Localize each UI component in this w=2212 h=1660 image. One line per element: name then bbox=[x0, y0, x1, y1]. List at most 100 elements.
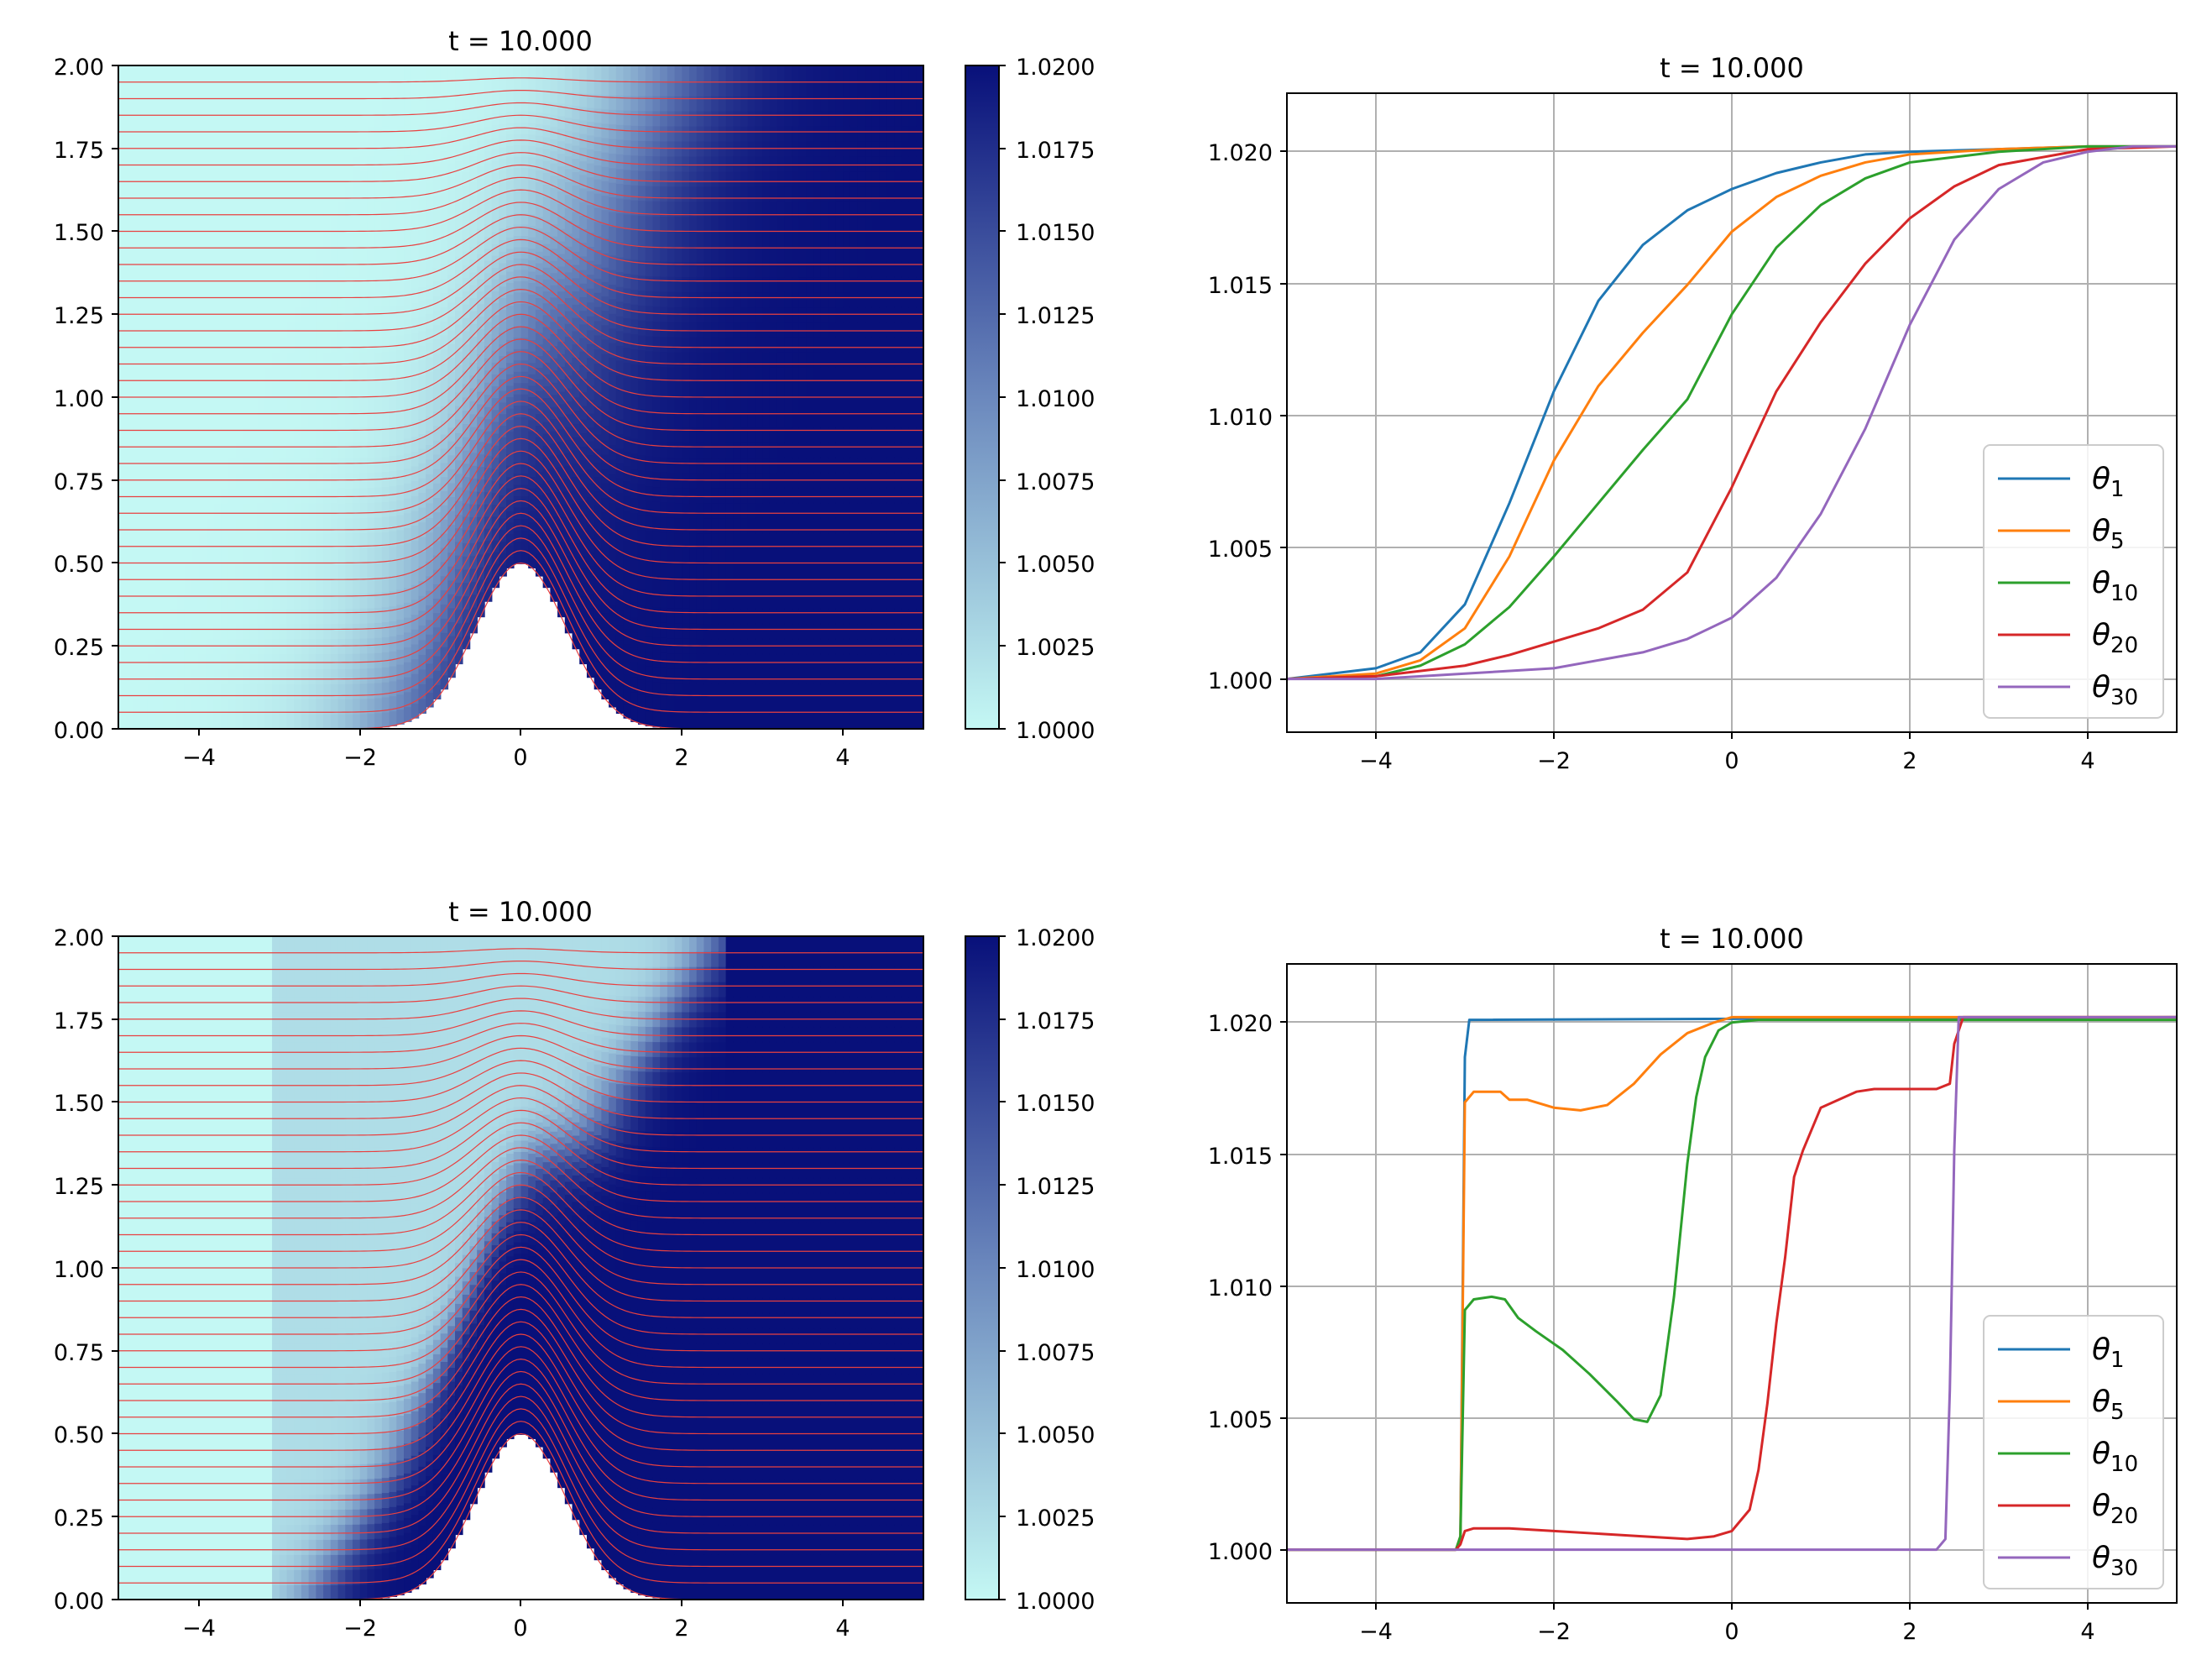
heatmap-cell bbox=[711, 276, 719, 293]
heatmap-cell bbox=[133, 261, 141, 278]
heatmap-cell bbox=[125, 563, 134, 579]
heatmap-cell bbox=[404, 616, 412, 633]
heatmap-cell bbox=[755, 95, 763, 112]
heatmap-cell bbox=[916, 668, 924, 684]
heatmap-cell bbox=[916, 411, 924, 428]
heatmap-cell bbox=[499, 134, 507, 148]
heatmap-cell bbox=[667, 532, 676, 548]
heatmap-cell bbox=[894, 442, 902, 458]
heatmap-cell bbox=[645, 110, 654, 127]
heatmap-cell bbox=[426, 327, 434, 343]
heatmap-cell bbox=[542, 113, 552, 126]
heatmap-cell bbox=[623, 599, 632, 615]
heatmap-cell bbox=[469, 374, 478, 389]
heatmap-cell bbox=[660, 95, 668, 112]
heatmap-cell bbox=[755, 397, 763, 413]
heatmap-cell bbox=[711, 337, 719, 353]
heatmap-cell bbox=[879, 216, 888, 233]
heatmap-cell bbox=[601, 425, 609, 441]
heatmap-cell bbox=[528, 442, 536, 455]
heatmap-cell bbox=[857, 427, 866, 443]
heatmap-cell bbox=[235, 593, 244, 610]
heatmap-cell bbox=[170, 593, 178, 610]
heatmap-cell bbox=[798, 65, 808, 81]
heatmap-cell bbox=[279, 608, 288, 625]
heatmap-cell bbox=[674, 231, 683, 248]
heatmap-cell bbox=[345, 623, 353, 639]
heatmap-cell bbox=[908, 322, 918, 338]
heatmap-cell bbox=[374, 216, 383, 232]
heatmap-cell bbox=[447, 329, 456, 344]
heatmap-cell bbox=[820, 291, 829, 308]
heatmap-cell bbox=[484, 491, 493, 505]
heatmap-cell bbox=[601, 468, 609, 484]
heatmap-cell bbox=[601, 396, 609, 412]
heatmap-cell bbox=[374, 155, 383, 172]
heatmap-cell bbox=[813, 382, 822, 398]
heatmap-cell bbox=[652, 667, 661, 683]
heatmap-cell bbox=[843, 246, 851, 263]
heatmap-cell bbox=[579, 65, 588, 80]
heatmap-cell bbox=[857, 411, 866, 428]
heatmap-cell bbox=[184, 337, 192, 353]
heatmap-cell bbox=[594, 150, 603, 165]
heatmap-cell bbox=[564, 490, 573, 505]
heatmap-cell bbox=[857, 563, 866, 579]
heatmap-cell bbox=[213, 170, 222, 187]
heatmap-cell bbox=[455, 79, 463, 94]
heatmap-cell bbox=[784, 125, 792, 142]
heatmap-cell bbox=[345, 396, 353, 413]
heatmap-cell bbox=[798, 170, 808, 187]
heatmap-cell bbox=[557, 390, 566, 405]
heatmap-cell bbox=[330, 668, 339, 684]
heatmap-cell bbox=[133, 382, 141, 398]
heatmap-cell bbox=[755, 442, 763, 458]
heatmap-cell bbox=[337, 337, 347, 353]
heatmap-cell bbox=[703, 442, 712, 458]
heatmap-cell bbox=[762, 276, 771, 293]
heatmap-cell bbox=[323, 170, 332, 187]
heatmap-cell bbox=[689, 276, 698, 293]
heatmap-cell bbox=[147, 186, 156, 202]
heatmap-cell bbox=[674, 652, 683, 669]
heatmap-cell bbox=[762, 547, 771, 564]
heatmap-cell bbox=[491, 113, 500, 126]
heatmap-cell bbox=[294, 155, 302, 172]
heatmap-cell bbox=[308, 397, 317, 413]
heatmap-cell bbox=[345, 411, 353, 428]
heatmap-cell bbox=[279, 65, 288, 81]
heatmap-cell bbox=[447, 649, 456, 664]
heatmap-cell bbox=[784, 502, 792, 519]
heatmap-cell bbox=[308, 487, 317, 504]
heatmap-cell bbox=[623, 317, 632, 333]
heatmap-cell bbox=[820, 668, 829, 684]
heatmap-cell bbox=[535, 262, 544, 275]
heatmap-cell bbox=[374, 682, 383, 699]
heatmap-cell bbox=[308, 608, 317, 625]
heatmap-cell bbox=[272, 593, 280, 610]
heatmap-cell bbox=[396, 364, 405, 381]
heatmap-cell bbox=[718, 714, 727, 730]
heatmap-cell bbox=[572, 555, 581, 570]
heatmap-cell bbox=[908, 95, 918, 112]
heatmap-cell bbox=[227, 623, 237, 640]
heatmap-cell bbox=[550, 369, 558, 383]
heatmap-cell bbox=[652, 80, 661, 97]
heatmap-cell bbox=[140, 578, 149, 594]
heatmap-cell bbox=[499, 262, 507, 275]
heatmap-cell bbox=[645, 95, 654, 112]
heatmap-cell bbox=[637, 409, 646, 426]
heatmap-cell bbox=[440, 631, 449, 647]
heatmap-cell bbox=[308, 683, 317, 699]
heatmap-cell bbox=[206, 608, 215, 625]
heatmap-cell bbox=[871, 668, 881, 684]
heatmap-cell bbox=[871, 532, 881, 549]
heatmap-cell bbox=[857, 457, 866, 474]
heatmap-cell bbox=[308, 125, 317, 142]
heatmap-cell bbox=[381, 170, 390, 186]
heatmap-cell bbox=[170, 382, 178, 398]
heatmap-cell bbox=[513, 473, 522, 485]
heatmap-cell bbox=[279, 532, 288, 549]
heatmap-cell bbox=[520, 348, 530, 361]
heatmap-cell bbox=[586, 635, 595, 651]
